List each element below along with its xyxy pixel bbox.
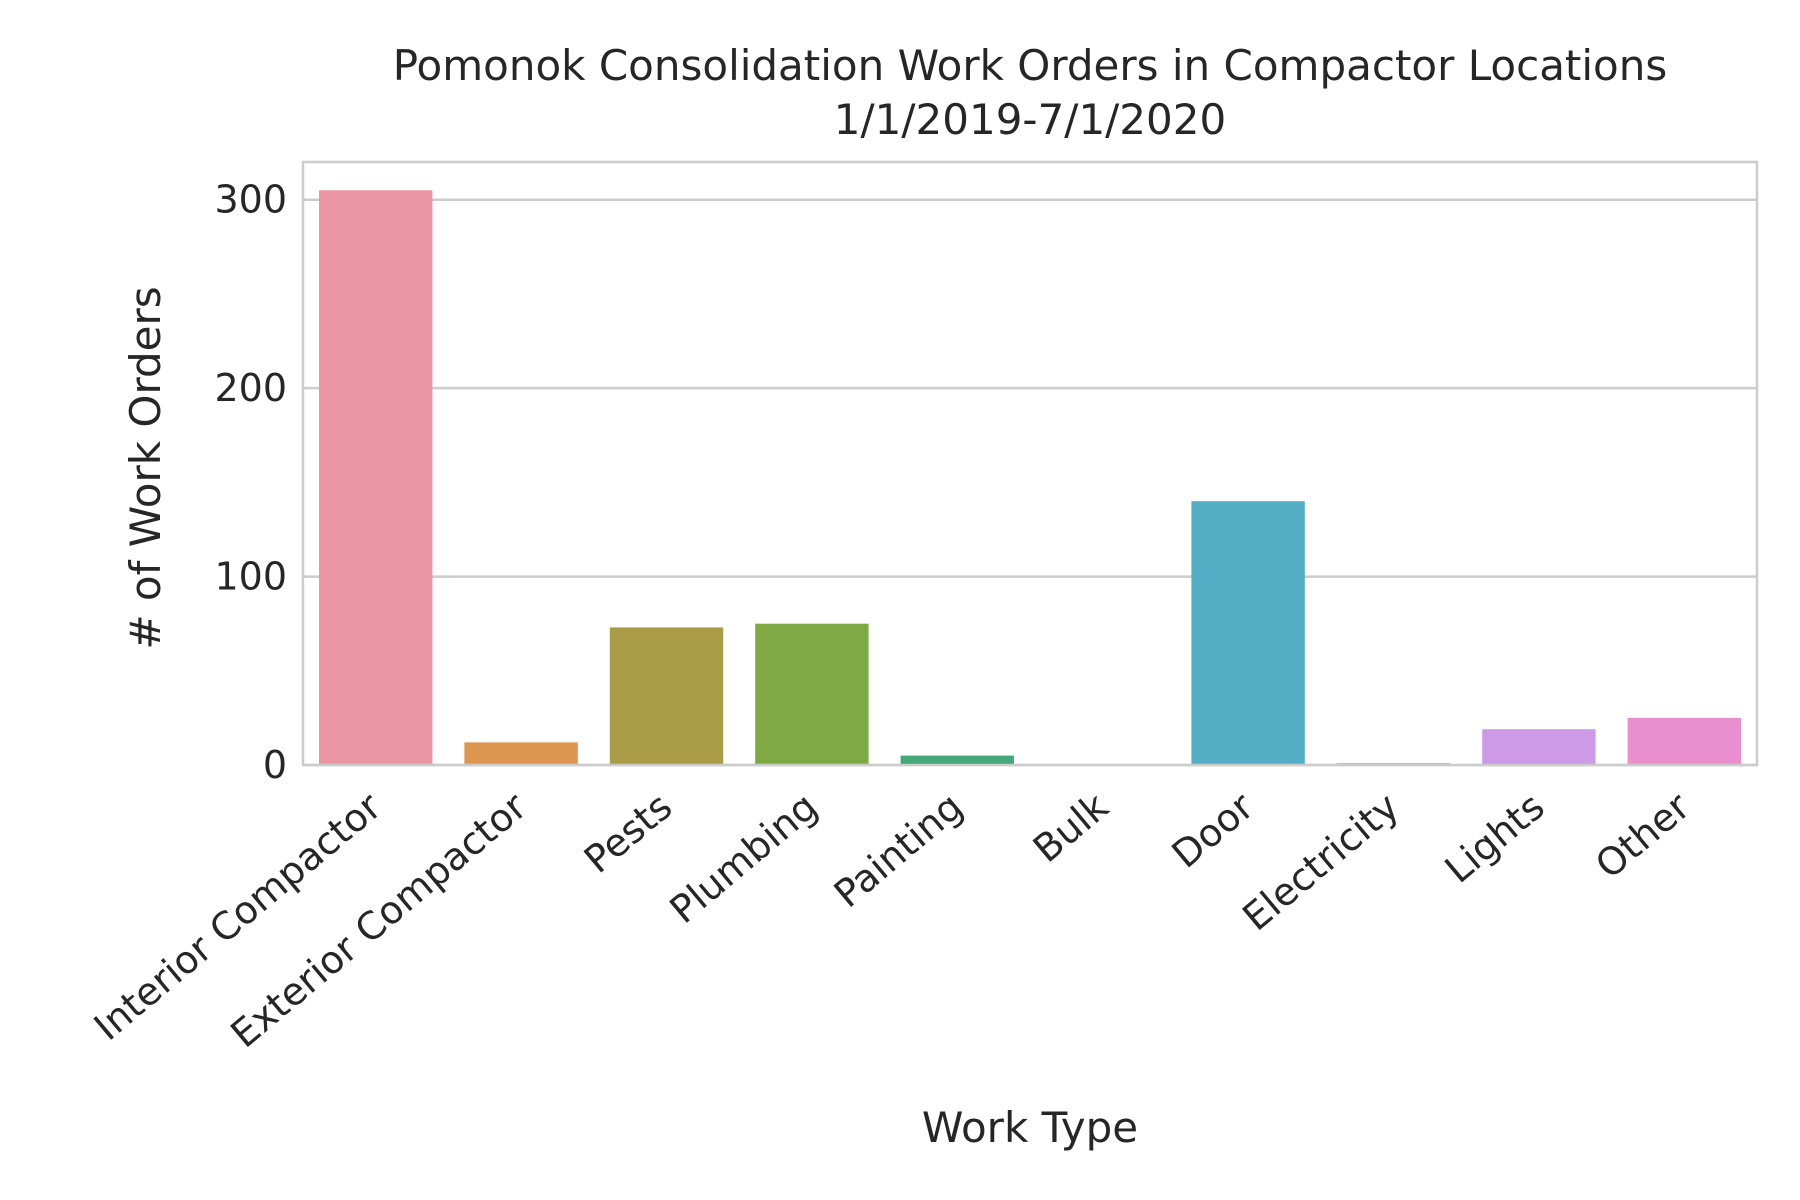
y-axis-ticks: 0 100 200 300 xyxy=(214,178,287,787)
chart-title: Pomonok Consolidation Work Orders in Com… xyxy=(393,41,1668,90)
bars xyxy=(318,190,1742,765)
bar-plumbing xyxy=(755,623,869,765)
bar-lights xyxy=(1482,729,1596,765)
bar-exterior-compactor xyxy=(464,742,578,765)
x-tick-label: Plumbing xyxy=(661,784,825,932)
bar-other xyxy=(1627,717,1742,765)
bar-pests xyxy=(609,627,724,765)
x-tick-label: Electricity xyxy=(1234,784,1407,939)
x-tick-label: Painting xyxy=(826,784,971,916)
x-tick-label: Bulk xyxy=(1025,784,1117,871)
chart-subtitle: 1/1/2019-7/1/2020 xyxy=(834,95,1226,144)
y-tick-label: 100 xyxy=(214,555,287,599)
y-tick-label: 300 xyxy=(214,178,287,222)
bar-interior-compactor xyxy=(318,190,433,765)
y-tick-label: 0 xyxy=(263,743,287,787)
x-tick-label: Lights xyxy=(1437,784,1553,891)
bar-painting xyxy=(900,755,1015,765)
y-axis-label: # of Work Orders xyxy=(121,286,170,649)
x-axis-label: Work Type xyxy=(922,1103,1138,1152)
plot-frame xyxy=(301,160,1759,767)
y-tick-label: 200 xyxy=(214,366,287,410)
x-tick-label: Other xyxy=(1587,784,1698,887)
gridlines xyxy=(303,198,1757,767)
bar-door xyxy=(1191,501,1305,765)
x-tick-label: Door xyxy=(1164,784,1263,877)
x-tick-label: Pests xyxy=(576,784,680,882)
